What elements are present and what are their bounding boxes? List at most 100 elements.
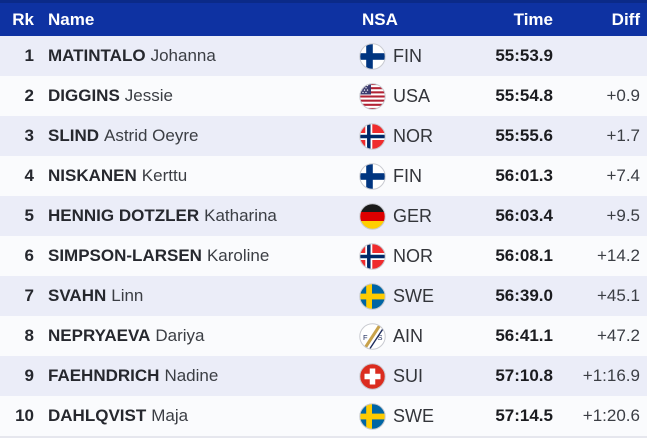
nsa-code: GER <box>393 205 433 226</box>
diff-cell: +45.1 <box>596 286 640 305</box>
athlete-name-cell: SLIND Astrid Oeyre <box>44 126 349 146</box>
table-row-6[interactable]: 6 SIMPSON-LARSEN Karoline NOR 56:08.1 +14… <box>0 236 647 276</box>
nsa-code: FIN <box>393 165 422 186</box>
nsa-cell: FIN <box>349 162 459 190</box>
nsa-code: NOR <box>393 245 433 266</box>
nsa-cell: NOR <box>349 122 459 150</box>
time-cell: 57:10.8 <box>495 366 553 385</box>
athlete-surname: HENNIG DOTZLER <box>48 206 200 225</box>
rank-cell: 2 <box>24 86 34 105</box>
rank-cell: 1 <box>24 46 34 65</box>
bottom-edge-strip <box>0 436 647 438</box>
rank-cell: 7 <box>24 286 34 305</box>
time-cell: 56:01.3 <box>495 166 553 185</box>
usa-flag-icon <box>359 82 386 110</box>
diff-cell: +9.5 <box>606 206 640 225</box>
time-cell: 56:41.1 <box>495 326 553 345</box>
athlete-surname: SIMPSON-LARSEN <box>48 246 202 265</box>
athlete-given-name: Maja <box>151 406 189 425</box>
diff-cell: +1.7 <box>606 126 640 145</box>
nsa-cell: NOR <box>349 242 459 270</box>
header-diff: Diff <box>611 9 640 29</box>
rank-cell: 4 <box>24 166 34 185</box>
nsa-cell: FIN <box>349 42 459 70</box>
athlete-given-name: Kerttu <box>141 166 188 185</box>
swe-flag-icon <box>359 282 386 310</box>
nsa-code: SWE <box>393 285 435 306</box>
table-row-4[interactable]: 4 NISKANEN Kerttu FIN 56:01.3 +7.4 <box>0 156 647 196</box>
time-cell: 56:39.0 <box>495 286 553 305</box>
athlete-surname: SVAHN <box>48 286 107 305</box>
fin-flag-icon <box>359 42 386 70</box>
athlete-name-cell: HENNIG DOTZLER Katharina <box>44 206 349 226</box>
nsa-code: SUI <box>393 365 424 386</box>
nsa-cell: USA <box>349 82 459 110</box>
athlete-surname: DIGGINS <box>48 86 120 105</box>
svg-text:F: F <box>363 333 368 342</box>
athlete-given-name: Linn <box>111 286 144 305</box>
nsa-code: SWE <box>393 405 435 426</box>
rank-cell: 9 <box>24 366 34 385</box>
table-row-10[interactable]: 10 DAHLQVIST Maja SWE 57:14.5 +1:20.6 <box>0 396 647 436</box>
rank-cell: 5 <box>24 206 34 225</box>
table-header-row: Rk Name NSA Time Diff <box>0 0 647 36</box>
swe-flag-icon <box>359 402 386 430</box>
athlete-surname: NISKANEN <box>48 166 137 185</box>
header-time: Time <box>513 9 553 29</box>
athlete-given-name: Jessie <box>124 86 173 105</box>
header-nsa: NSA <box>362 9 398 29</box>
athlete-surname: NEPRYAEVA <box>48 326 151 345</box>
svg-text:S: S <box>378 333 383 342</box>
fin-flag-icon <box>359 162 386 190</box>
nsa-cell: SWE <box>349 282 459 310</box>
rank-cell: 10 <box>15 406 34 425</box>
nor-flag-icon <box>359 242 386 270</box>
athlete-name-cell: MATINTALO Johanna <box>44 46 349 66</box>
nsa-code: FIN <box>393 45 422 66</box>
athlete-name-cell: SIMPSON-LARSEN Karoline <box>44 246 349 266</box>
rank-cell: 6 <box>24 246 34 265</box>
diff-cell: +1:20.6 <box>582 406 640 425</box>
time-cell: 55:55.6 <box>495 126 553 145</box>
athlete-name-cell: SVAHN Linn <box>44 286 349 306</box>
nsa-code: AIN <box>393 325 424 346</box>
diff-cell: +47.2 <box>596 326 640 345</box>
athlete-surname: SLIND <box>48 126 99 145</box>
nsa-code: USA <box>393 85 431 106</box>
header-name: Name <box>48 9 95 29</box>
rank-cell: 3 <box>24 126 34 145</box>
athlete-given-name: Nadine <box>164 366 219 385</box>
athlete-given-name: Dariya <box>155 326 205 345</box>
athlete-given-name: Johanna <box>150 46 216 65</box>
nsa-cell: SUI <box>349 362 459 390</box>
table-row-3[interactable]: 3 SLIND Astrid Oeyre NOR 55:55.6 +1.7 <box>0 116 647 156</box>
diff-cell: +1:16.9 <box>582 366 640 385</box>
athlete-given-name: Karoline <box>206 246 270 265</box>
athlete-name-cell: NEPRYAEVA Dariya <box>44 326 349 346</box>
athlete-surname: MATINTALO <box>48 46 146 65</box>
athlete-given-name: Katharina <box>204 206 277 225</box>
table-row-1[interactable]: 1 MATINTALO Johanna FIN 55:53.9 <box>0 36 647 76</box>
ger-flag-icon <box>359 202 386 230</box>
time-cell: 55:53.9 <box>495 46 553 65</box>
rank-cell: 8 <box>24 326 34 345</box>
nor-flag-icon <box>359 122 386 150</box>
athlete-name-cell: FAEHNDRICH Nadine <box>44 366 349 386</box>
time-cell: 55:54.8 <box>495 86 553 105</box>
athlete-name-cell: DAHLQVIST Maja <box>44 406 349 426</box>
time-cell: 56:08.1 <box>495 246 553 265</box>
nsa-cell: SWE <box>349 402 459 430</box>
time-cell: 56:03.4 <box>495 206 553 225</box>
time-cell: 57:14.5 <box>495 406 553 425</box>
table-row-5[interactable]: 5 HENNIG DOTZLER Katharina GER 56:03.4 +9… <box>0 196 647 236</box>
diff-cell: +0.9 <box>606 86 640 105</box>
athlete-name-cell: NISKANEN Kerttu <box>44 166 349 186</box>
diff-cell: +7.4 <box>606 166 640 185</box>
table-row-9[interactable]: 9 FAEHNDRICH Nadine SUI 57:10.8 +1:16.9 <box>0 356 647 396</box>
table-row-2[interactable]: 2 DIGGINS Jessie USA 55:54.8 +0.9 <box>0 76 647 116</box>
table-row-7[interactable]: 7 SVAHN Linn SWE 56:39.0 +45.1 <box>0 276 647 316</box>
